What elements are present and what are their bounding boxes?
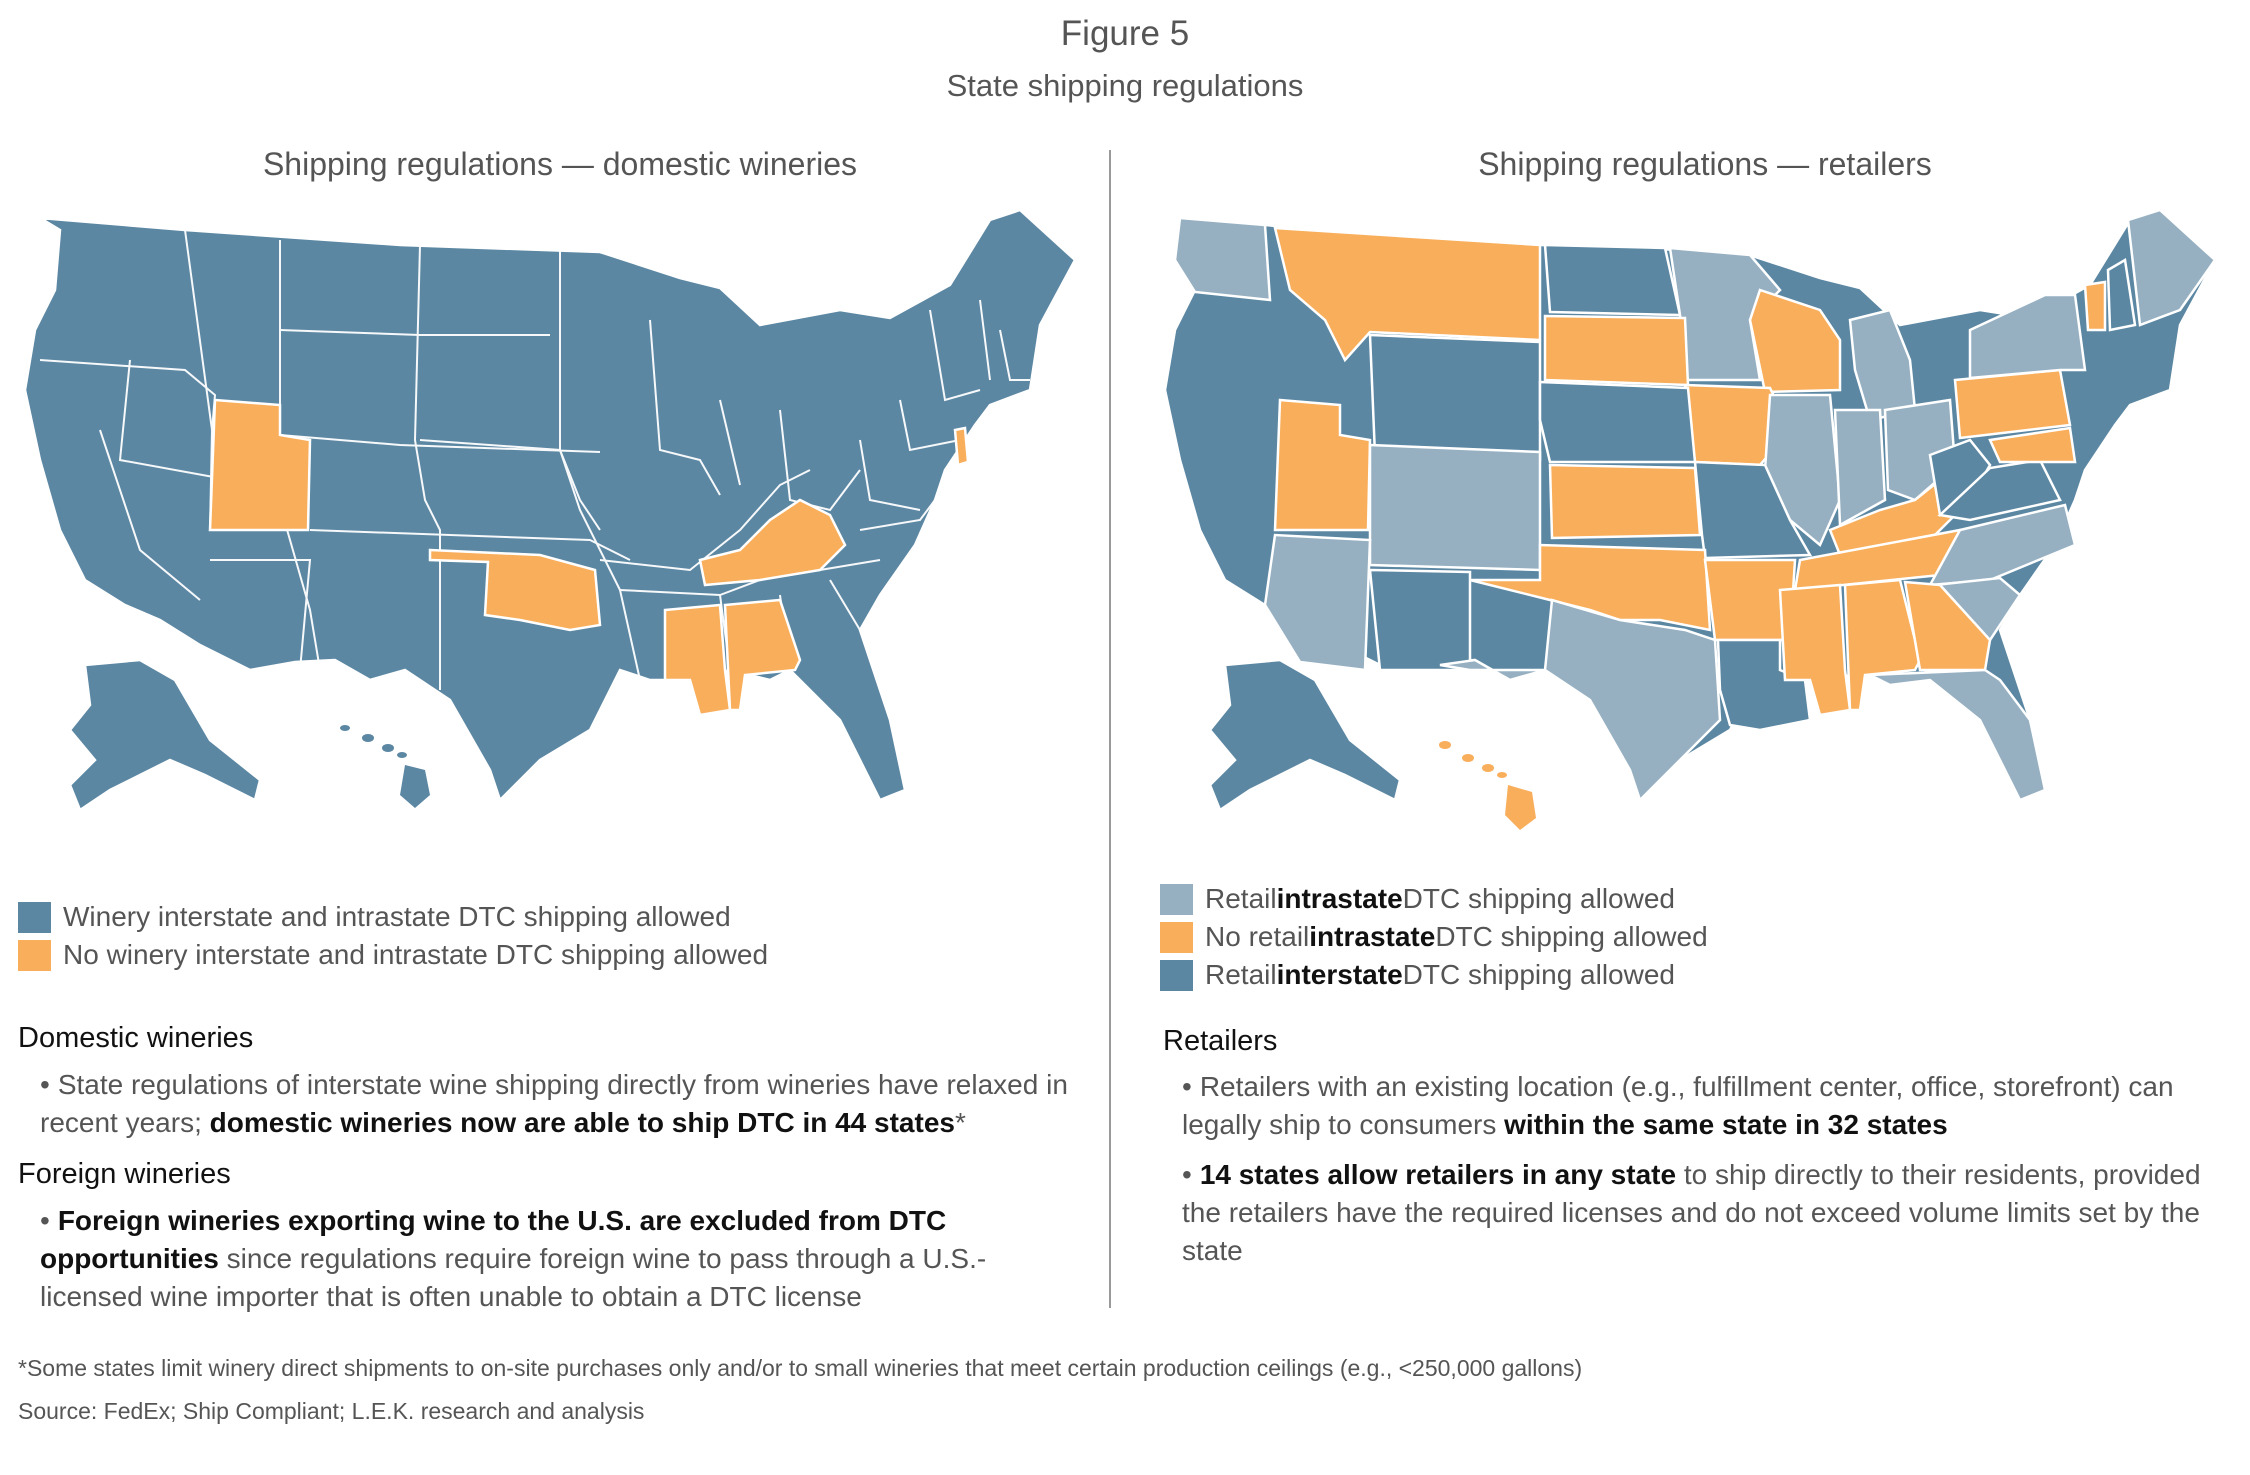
map-region-virginia <box>1937 458 2062 522</box>
legend-label-post: DTC shipping allowed <box>1435 921 1708 952</box>
map-region-wisconsin <box>1748 288 1842 394</box>
map-region-kentucky <box>698 498 847 587</box>
map-region-alaska <box>68 658 262 812</box>
map-region-montana <box>1273 226 1542 363</box>
bullet-retailers-2: • 14 states allow retailers in any state … <box>1182 1156 2232 1270</box>
legend-swatch <box>1160 883 1193 915</box>
map-region-utah <box>208 398 312 532</box>
bullet-dot: • <box>1182 1071 1192 1102</box>
map-region-pennsylvania <box>1953 368 2072 440</box>
map-region-nebraska <box>1538 380 1697 464</box>
legend-swatch <box>1160 921 1193 953</box>
map-region-delaware <box>953 426 970 467</box>
legend-label-post: DTC shipping allowed <box>1402 959 1675 990</box>
bullet-bold: 14 states allow retailers in any state <box>1199 1159 1677 1190</box>
left-panel-title: Shipping regulations — domestic wineries <box>262 146 858 182</box>
legend-label-post: DTC shipping allowed <box>1402 883 1675 914</box>
map-region-oklahoma <box>428 548 602 632</box>
left-legend-item: Winery interstate and intrastate DTC shi… <box>18 898 768 936</box>
map-region-mississippi <box>663 603 732 717</box>
left-map-highlights <box>208 398 970 717</box>
bullet-text: since regulations require foreign wine t… <box>40 1243 987 1312</box>
right-panel-title: Shipping regulations — retailers <box>1478 146 1932 182</box>
map-region-south-dakota <box>1543 314 1690 387</box>
map-region-colorado <box>1368 443 1542 572</box>
legend-swatch <box>1160 959 1193 991</box>
bullet-retailers-1: • Retailers with an existing location (e.… <box>1182 1068 2232 1144</box>
map-region-north-carolina <box>1927 503 2077 587</box>
bullet-bold: within the same state in 32 states <box>1504 1109 1948 1140</box>
map-region-texas <box>1439 598 1722 803</box>
right-legend: Retail intrastate DTC shipping allowed N… <box>1160 880 1708 994</box>
map-region-utah <box>1273 398 1372 532</box>
bullet-dot: • <box>40 1069 50 1100</box>
legend-label-pre: Retail <box>1205 883 1277 914</box>
right-us-map <box>1163 208 2217 830</box>
bullet-dot: • <box>40 1205 50 1236</box>
map-region-new-mexico <box>1368 568 1472 672</box>
map-region-hawaii <box>340 725 430 808</box>
map-region-maine <box>2126 208 2217 327</box>
bullet-text: State regulations of interstate wine shi… <box>40 1069 1068 1138</box>
figure-title: Figure 5 <box>1060 14 1190 53</box>
legend-label: Winery interstate and intrastate DTC shi… <box>63 901 731 932</box>
map-region-louisiana <box>1716 638 1812 732</box>
right-legend-item: Retail interstate DTC shipping allowed <box>1160 956 1708 994</box>
legend-label-bold: interstate <box>1276 959 1403 990</box>
bullet-dot: • <box>1182 1159 1192 1190</box>
section-heading-retailers: Retailers <box>1163 1025 1278 1057</box>
bullet-domestic: • State regulations of interstate wine sh… <box>40 1066 1080 1142</box>
figure-subtitle: State shipping regulations <box>946 68 1304 103</box>
legend-swatch <box>18 901 51 933</box>
bullet-suffix: * <box>954 1107 966 1138</box>
map-region-mississippi <box>1778 583 1852 717</box>
legend-label-bold: intrastate <box>1309 921 1436 952</box>
bullet-foreign: • Foreign wineries exporting wine to the … <box>40 1202 1040 1316</box>
map-region-new-york <box>1968 293 2087 380</box>
map-region-north-dakota <box>1543 243 1682 317</box>
footnote: *Some states limit winery direct shipmen… <box>18 1355 1583 1381</box>
legend-swatch <box>18 939 51 971</box>
map-region-arizona <box>1263 533 1372 672</box>
map-region-wyoming <box>1368 333 1542 462</box>
bullet-bold: Foreign wineries exporting wine to the U… <box>40 1205 947 1274</box>
bullet-text: Retailers with an existing location (e.g… <box>1182 1071 2174 1140</box>
legend-label-bold: intrastate <box>1276 883 1403 914</box>
bullet-text: to ship directly to their residents, pro… <box>1182 1159 2201 1266</box>
legend-label-pre: Retail <box>1205 959 1277 990</box>
map-region-hawaii <box>1439 741 1536 830</box>
right-legend-item: No retail intrastate DTC shipping allowe… <box>1160 918 1708 956</box>
map-region-washington <box>1173 216 1272 302</box>
map-region-georgia <box>1903 580 1992 672</box>
map-region-new-hampshire <box>2106 257 2137 332</box>
map-region-alabama <box>723 598 802 712</box>
source-note: Source: FedEx; Ship Compliant; L.E.K. re… <box>18 1398 645 1424</box>
left-map-borders <box>39 229 1030 690</box>
right-map-states <box>1173 208 2217 803</box>
map-region-alaska <box>1208 658 1402 812</box>
map-region-alabama <box>1843 578 1922 712</box>
map-region-indiana <box>1833 408 1887 528</box>
map-region-kansas <box>1548 463 1702 540</box>
map-region-maryland <box>1988 426 2077 464</box>
legend-label-pre: No retail <box>1205 921 1310 952</box>
bullet-bold: domestic wineries now are able to ship D… <box>209 1107 955 1138</box>
panel-divider <box>1109 150 1111 1308</box>
left-us-map <box>23 208 1077 812</box>
right-legend-item: Retail intrastate DTC shipping allowed <box>1160 880 1708 918</box>
map-region-vermont <box>2083 280 2107 332</box>
map-region-missouri <box>1693 460 1813 560</box>
left-legend: Winery interstate and intrastate DTC shi… <box>18 898 768 974</box>
map-region-florida <box>1865 668 2047 802</box>
section-heading-domestic: Domestic wineries <box>18 1022 254 1054</box>
legend-label: No winery interstate and intrastate DTC … <box>63 939 769 970</box>
section-heading-foreign: Foreign wineries <box>18 1158 231 1190</box>
left-legend-item: No winery interstate and intrastate DTC … <box>18 936 768 974</box>
